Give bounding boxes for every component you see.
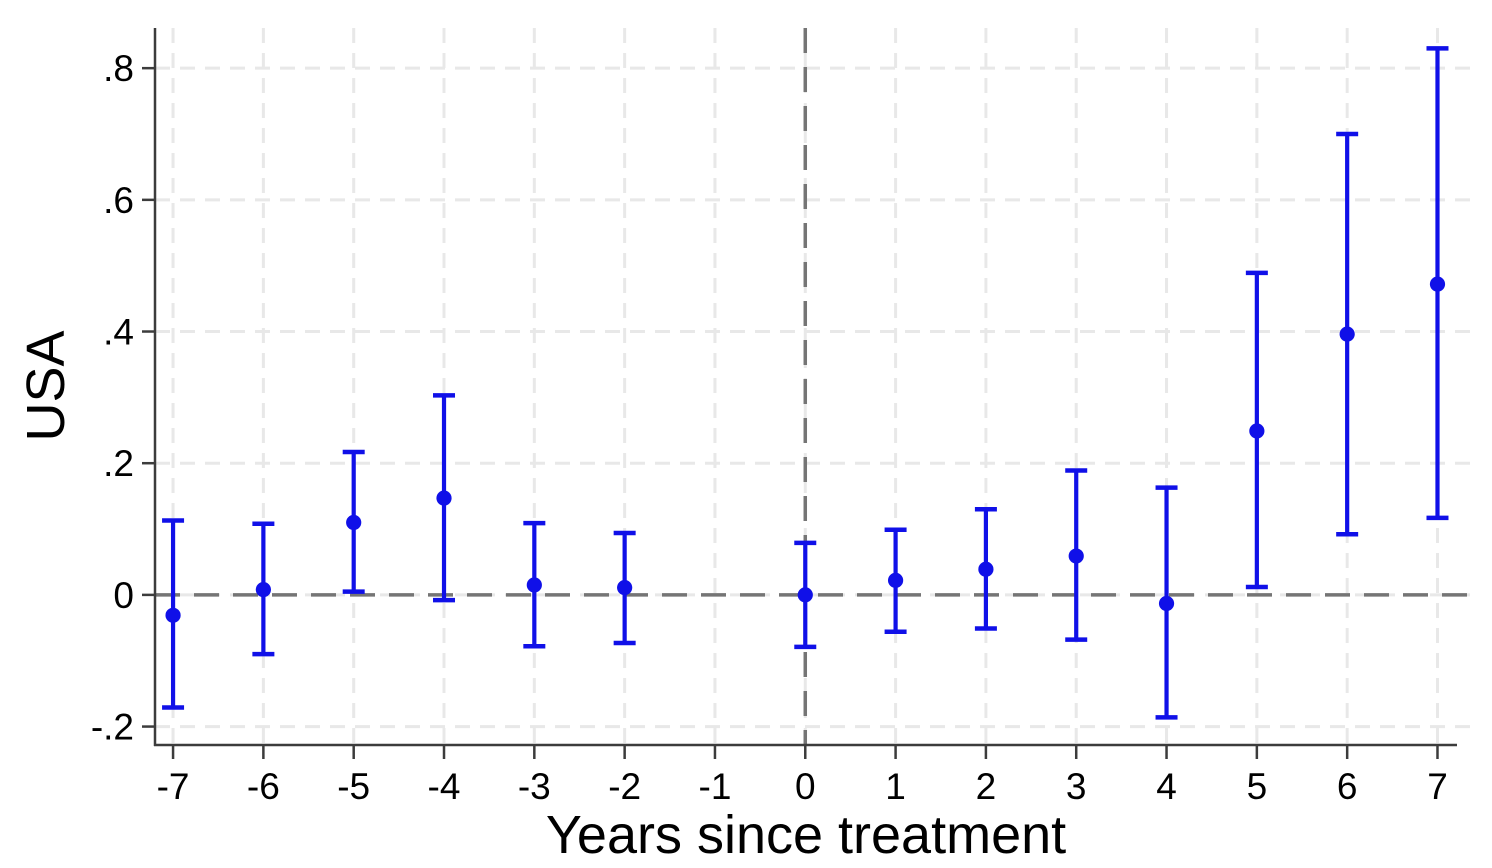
x-tick-label: 2 [976, 766, 997, 807]
x-tick-label: -3 [518, 766, 551, 807]
point-marker [1339, 326, 1355, 342]
ci-point [433, 393, 456, 603]
x-tick-label: 3 [1066, 766, 1087, 807]
ci-point [1426, 46, 1449, 521]
ci-point [794, 540, 817, 650]
y-tick-label: .8 [103, 48, 134, 89]
y-tick-label: .2 [103, 443, 134, 484]
point-marker [1429, 276, 1446, 292]
y-tick-label: .4 [103, 312, 134, 353]
x-tick-label: -5 [337, 766, 370, 807]
y-tick-label: .6 [103, 180, 134, 221]
x-tick-label: 6 [1337, 766, 1358, 807]
x-tick-label: 4 [1156, 766, 1177, 807]
y-tick-label: 0 [113, 575, 134, 616]
point-marker [887, 572, 904, 588]
point-marker [1249, 423, 1265, 439]
ci-point [162, 518, 185, 710]
point-marker [255, 582, 271, 598]
x-tick-label: 0 [795, 766, 816, 807]
x-tick-label: -4 [428, 766, 461, 807]
x-tick-label: -7 [157, 766, 190, 807]
x-tick-label: 5 [1247, 766, 1268, 807]
y-axis-title: USA [16, 330, 76, 441]
ci-point [252, 521, 275, 657]
x-tick-labels: -7 -6 -5 -4 -3 -2 -1 0 1 2 3 4 5 6 7 [157, 766, 1448, 807]
point-marker [346, 514, 362, 531]
ci-point [1155, 485, 1178, 720]
point-marker [797, 587, 813, 603]
ci-point [1245, 270, 1268, 590]
axes [142, 28, 1457, 759]
x-axis-title: Years since treatment [546, 805, 1066, 865]
ci-point [342, 449, 365, 594]
x-tick-label: 1 [885, 766, 906, 807]
ci-point [1065, 468, 1088, 642]
gridlines [155, 28, 1470, 745]
point-marker [526, 577, 542, 593]
ci-point [1336, 131, 1359, 537]
ci-point [974, 507, 997, 631]
point-marker [617, 580, 633, 596]
y-tick-label: -.2 [91, 707, 134, 748]
x-tick-label: 7 [1427, 766, 1448, 807]
y-tick-labels: -.2 0 .2 .4 .6 .8 [91, 48, 134, 747]
point-marker [978, 561, 994, 577]
point-marker [1158, 595, 1175, 612]
x-tick-label: -1 [699, 766, 732, 807]
ci-point [523, 520, 546, 649]
ci-point [613, 530, 636, 646]
ci-point [884, 527, 907, 635]
x-tick-label: -2 [608, 766, 641, 807]
point-marker [165, 607, 181, 623]
x-tick-label: -6 [247, 766, 280, 807]
point-marker [1068, 548, 1084, 564]
error-bar-series [162, 46, 1449, 720]
point-marker [436, 490, 452, 506]
